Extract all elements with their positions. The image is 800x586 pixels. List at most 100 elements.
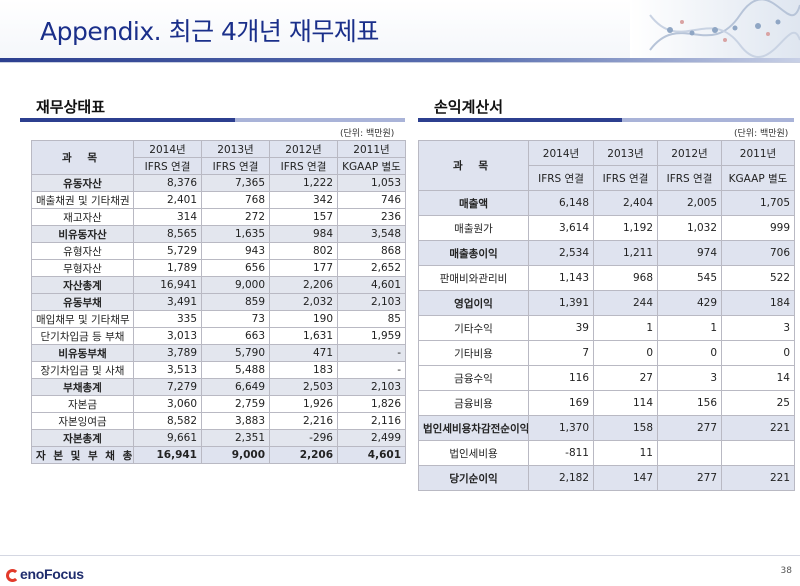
table-row: 유형자산 5,729 943 802 868 [31, 242, 406, 260]
column-header-account: 과 목 [418, 140, 529, 191]
row-label: 법인세비용차감전순이익 [418, 415, 529, 441]
column-header-year: 2012년 [657, 140, 722, 166]
footer-divider [0, 555, 800, 556]
cell-value: 169 [528, 390, 594, 416]
cell-value: 184 [721, 290, 795, 316]
row-label: 매출원가 [418, 215, 529, 241]
cell-value: 6,148 [528, 190, 594, 216]
cell-value: 3,513 [133, 361, 202, 379]
table-row: 매출총이익 2,534 1,211 974 706 [418, 240, 795, 266]
cell-value: 9,661 [133, 429, 202, 447]
cell-value: 1,705 [721, 190, 795, 216]
row-label: 판매비와관리비 [418, 265, 529, 291]
title-underline [0, 58, 800, 62]
page-number: 38 [780, 566, 792, 576]
row-label: 부채총계 [31, 378, 134, 396]
balance-sheet-bar-light [235, 118, 405, 122]
cell-value: 663 [201, 327, 270, 345]
table-row: 유동부채 3,491 859 2,032 2,103 [31, 293, 406, 311]
table-row: 장기차입금 및 사채 3,513 5,488 183- [31, 361, 406, 379]
cell-value: 1 [593, 315, 658, 341]
logo-g-icon [6, 569, 19, 582]
cell-value: 147 [593, 465, 658, 491]
cell-value: 974 [657, 240, 722, 266]
cell-value: 656 [201, 259, 270, 277]
cell-value: 85 [337, 310, 406, 328]
cell-value: 5,488 [201, 361, 270, 379]
table-row: 재고자산 314 272 157 236 [31, 208, 406, 226]
cell-value: 335 [133, 310, 202, 328]
cell-value: 3,060 [133, 395, 202, 413]
table-row: 매출채권 및 기타채권 2,401 768 342 746 [31, 191, 406, 209]
cell-value: 1,635 [201, 225, 270, 243]
cell-value: 244 [593, 290, 658, 316]
table-row: 영업이익 1,391 244 429 184 [418, 290, 795, 316]
table-row: 자산총계 16,941 9,000 2,206 4,601 [31, 276, 406, 294]
cell-value: 5,729 [133, 242, 202, 260]
cell-value: 2,499 [337, 429, 406, 447]
cell-value: 183 [269, 361, 338, 379]
row-label: 금융비용 [418, 390, 529, 416]
cell-value: 1 [657, 315, 722, 341]
cell-value: 1,053 [337, 174, 406, 192]
column-header-year: 2013년 [201, 140, 270, 158]
cell-value: 16,941 [133, 446, 202, 464]
header-row-basis: IFRS 연결 IFRS 연결 IFRS 연결 KGAAP 별도 [32, 157, 406, 175]
row-label: 자본금 [31, 395, 134, 413]
cell-value: - [337, 361, 406, 379]
cell-value: 7,365 [201, 174, 270, 192]
column-header-basis: KGAAP 별도 [337, 157, 406, 175]
cell-value: 2,103 [337, 378, 406, 396]
cell-value: 3,491 [133, 293, 202, 311]
cell-value: 2,401 [133, 191, 202, 209]
header-row-years: 과 목 2014년 2013년 2012년 2011년 [418, 140, 795, 191]
row-label: 매출총이익 [418, 240, 529, 266]
row-label: 자본잉여금 [31, 412, 134, 430]
row-label: 영업이익 [418, 290, 529, 316]
table-row: 부채총계 7,279 6,649 2,503 2,103 [31, 378, 406, 396]
cell-value: - [337, 344, 406, 362]
cell-value: 1,032 [657, 215, 722, 241]
cell-value: 2,351 [201, 429, 270, 447]
cell-value: 8,582 [133, 412, 202, 430]
cell-value: 27 [593, 365, 658, 391]
cell-value: 802 [269, 242, 338, 260]
cell-value: 3 [721, 315, 795, 341]
column-header-year: 2014년 [133, 140, 202, 158]
row-label: 무형자산 [31, 259, 134, 277]
cell-value: 156 [657, 390, 722, 416]
cell-value [657, 440, 722, 466]
row-label: 자본총계 [31, 429, 134, 447]
cell-value: 16,941 [133, 276, 202, 294]
cell-value: 984 [269, 225, 338, 243]
table-row: 유동자산 8,376 7,365 1,222 1,053 [31, 174, 406, 192]
cell-value: 272 [201, 208, 270, 226]
row-label: 매출액 [418, 190, 529, 216]
income-statement-table: 과 목 2014년 2013년 2012년 2011년 IFRS 연결 IFRS 연결 IFR… [418, 140, 795, 491]
cell-value: 177 [269, 259, 338, 277]
cell-value: 7 [528, 340, 594, 366]
genofocus-logo: enoFocus [6, 566, 84, 582]
cell-value: 522 [721, 265, 795, 291]
cell-value: 6,649 [201, 378, 270, 396]
cell-value: 221 [721, 415, 795, 441]
table-row: 당기순이익 2,182 147 277 221 [418, 465, 795, 491]
column-header-year: 2012년 [269, 140, 338, 158]
row-label: 기타수익 [418, 315, 529, 341]
cell-value: 3,789 [133, 344, 202, 362]
cell-value: 2,116 [337, 412, 406, 430]
cell-value: -296 [269, 429, 338, 447]
cell-value: 277 [657, 415, 722, 441]
cell-value: 868 [337, 242, 406, 260]
cell-value: 158 [593, 415, 658, 441]
cell-value: 4,601 [337, 276, 406, 294]
row-label: 비유동자산 [31, 225, 134, 243]
cell-value: 1,143 [528, 265, 594, 291]
cell-value: 2,652 [337, 259, 406, 277]
income-statement-unit: (단위: 백만원) [734, 129, 789, 139]
row-label: 단기차입금 등 부채 [31, 327, 134, 345]
logo-text: enoFocus [20, 566, 84, 582]
cell-value [721, 440, 795, 466]
table-row: 자본잉여금 8,582 3,883 2,216 2,116 [31, 412, 406, 430]
row-label: 기타비용 [418, 340, 529, 366]
